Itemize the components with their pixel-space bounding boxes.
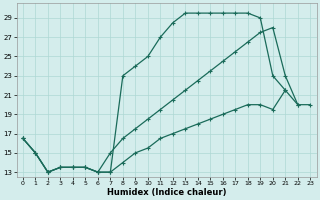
X-axis label: Humidex (Indice chaleur): Humidex (Indice chaleur) xyxy=(107,188,226,197)
